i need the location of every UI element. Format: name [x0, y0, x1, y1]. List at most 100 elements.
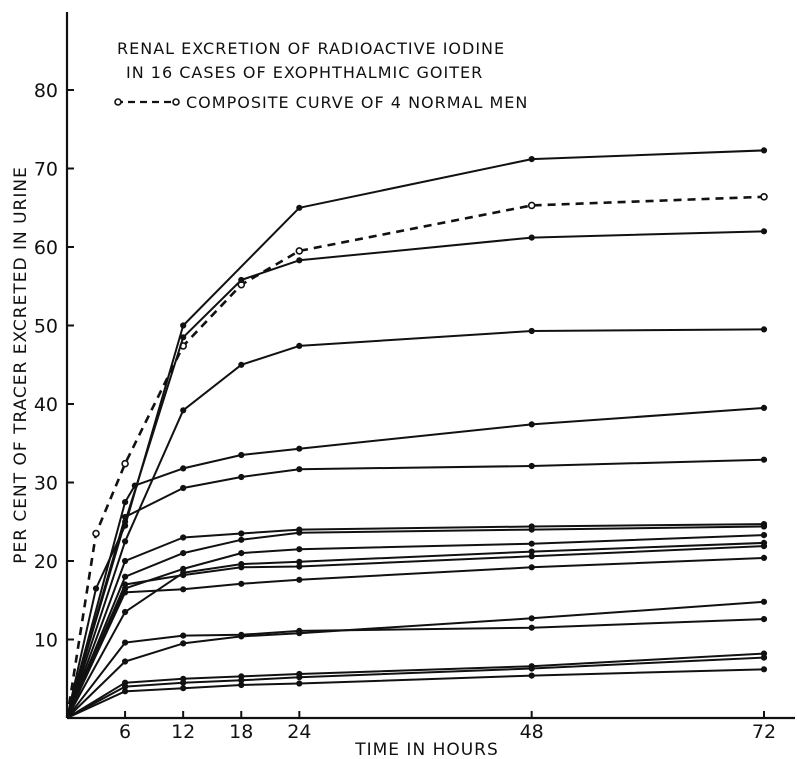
- data-point: [122, 608, 129, 616]
- data-point: [180, 679, 187, 686]
- data-point: [238, 580, 245, 587]
- data-point: [760, 598, 768, 605]
- y-tick-label: 50: [34, 316, 58, 338]
- data-point: [528, 624, 535, 631]
- data-point: [180, 572, 187, 579]
- data-point: [528, 421, 535, 428]
- data-point: [296, 466, 303, 473]
- data-point: [528, 665, 535, 672]
- data-point: [180, 550, 187, 557]
- data-point: [238, 451, 245, 459]
- x-tick-label: 24: [287, 721, 311, 743]
- data-point: [238, 361, 245, 368]
- series-case-7: [66, 523, 768, 719]
- data-point: [296, 563, 303, 570]
- x-tick-label: 72: [752, 721, 776, 743]
- data-point: [296, 257, 303, 264]
- legend-marker-right: [172, 98, 180, 106]
- series-case-3: [66, 326, 768, 719]
- data-point: [760, 543, 768, 550]
- y-tick-label: 30: [34, 473, 58, 495]
- data-point: [122, 688, 129, 695]
- x-tick-label: 48: [520, 721, 544, 743]
- data-point: [122, 589, 129, 596]
- series-case-1: [66, 147, 768, 719]
- data-point: [296, 674, 303, 681]
- data-point: [528, 553, 535, 560]
- data-point: [122, 513, 129, 521]
- composite-data-point: [92, 529, 100, 538]
- x-tick-label: 18: [229, 721, 253, 743]
- data-point: [180, 534, 187, 541]
- data-point: [180, 322, 187, 329]
- y-ticks: 10 20 30 40 50 60 70 80: [34, 80, 74, 652]
- data-point: [238, 536, 245, 543]
- data-point: [296, 546, 303, 553]
- data-point: [528, 526, 535, 533]
- data-point: [122, 573, 129, 580]
- y-tick-label: 40: [34, 394, 58, 416]
- y-tick-label: 10: [34, 630, 58, 652]
- data-point: [528, 327, 535, 335]
- composite-data-point: [527, 201, 536, 210]
- composite-data-point: [121, 459, 129, 468]
- data-point: [296, 680, 303, 687]
- data-point: [760, 456, 768, 463]
- data-point: [180, 640, 187, 647]
- series-case-15: [66, 654, 768, 719]
- data-point: [528, 672, 535, 679]
- x-ticks: 6 12 18 24 48 72: [119, 711, 776, 743]
- y-tick-label: 20: [34, 551, 58, 573]
- data-point: [180, 407, 187, 414]
- data-point: [760, 554, 768, 562]
- x-axis-title: TIME IN HOURS: [354, 740, 499, 759]
- x-tick-label: 6: [119, 721, 131, 743]
- series-case-13: [66, 598, 768, 719]
- y-tick-label: 70: [34, 159, 58, 181]
- composite-data-point: [760, 193, 768, 201]
- y-tick-label: 80: [34, 80, 58, 102]
- data-point: [528, 564, 535, 571]
- data-point: [528, 234, 535, 241]
- data-point: [180, 484, 187, 492]
- legend: COMPOSITE CURVE OF 4 NORMAL MEN: [114, 93, 528, 112]
- case-curve-line: [66, 406, 765, 719]
- data-point: [122, 557, 129, 565]
- data-point: [238, 276, 245, 284]
- data-point: [528, 540, 535, 547]
- composite-data-point: [295, 247, 304, 255]
- data-point: [122, 499, 129, 506]
- data-point: [122, 658, 129, 665]
- data-point: [180, 632, 187, 639]
- data-point: [296, 576, 303, 583]
- legend-label: COMPOSITE CURVE OF 4 NORMAL MEN: [186, 93, 528, 112]
- data-point: [238, 473, 245, 481]
- series-case-5: [66, 456, 768, 719]
- data-point: [760, 326, 768, 333]
- data-point: [180, 685, 187, 692]
- x-tick-label: 12: [171, 721, 195, 743]
- legend-marker-left: [114, 98, 122, 106]
- data-point: [760, 228, 768, 235]
- chart-title: RENAL EXCRETION OF RADIOACTIVE IODINE: [117, 39, 505, 58]
- data-point: [180, 586, 187, 593]
- data-point: [238, 633, 245, 640]
- y-tick-label: 60: [34, 237, 58, 259]
- data-point: [528, 615, 535, 622]
- data-point: [131, 482, 138, 489]
- data-point: [760, 666, 768, 673]
- data-point: [238, 681, 245, 689]
- data-point: [296, 342, 303, 349]
- data-point: [122, 639, 129, 646]
- data-point: [296, 204, 303, 211]
- data-point: [296, 445, 303, 452]
- y-axis-title: PER CENT OF TRACER EXCRETED IN URINE: [11, 166, 31, 564]
- data-point: [760, 147, 768, 154]
- data-point: [528, 156, 535, 163]
- data-point: [760, 404, 768, 411]
- series-layer: [65, 147, 768, 719]
- data-point: [760, 532, 768, 539]
- data-point: [238, 564, 245, 571]
